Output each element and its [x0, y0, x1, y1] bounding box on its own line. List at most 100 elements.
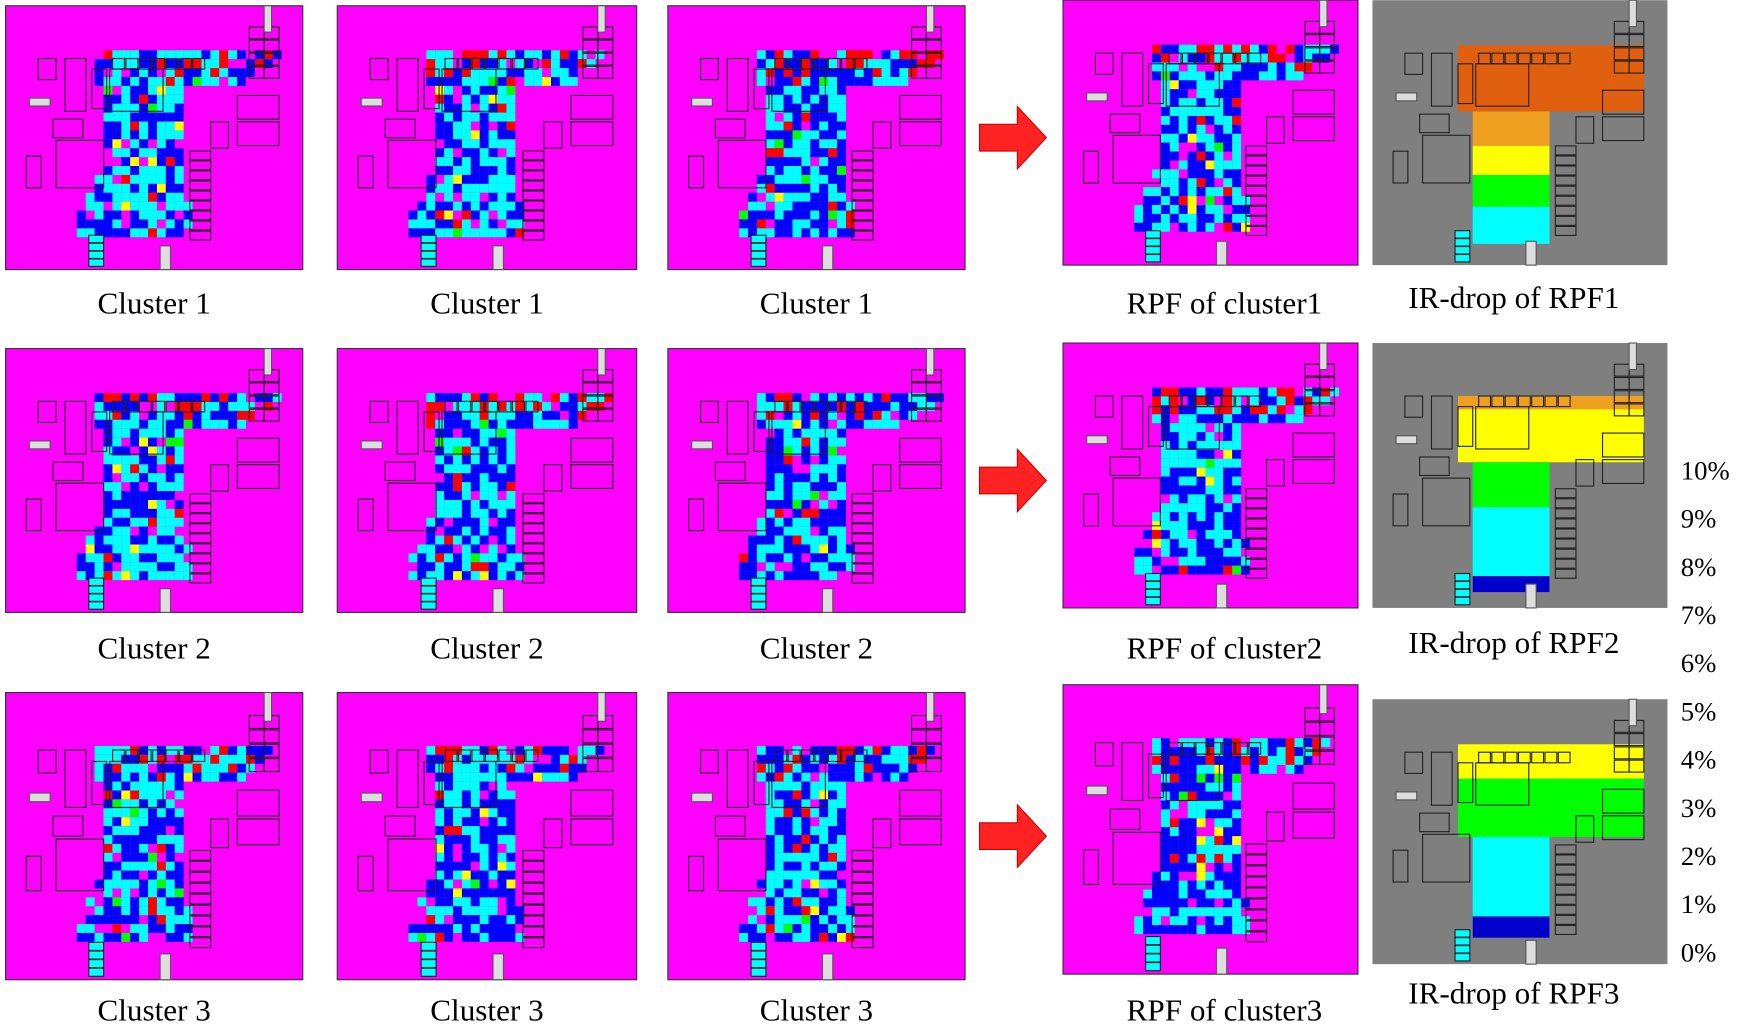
heat-cell [837, 130, 846, 139]
heat-cell [219, 773, 228, 782]
heat-cell [784, 420, 793, 429]
heat-cell [775, 148, 784, 157]
heat-cell [166, 447, 175, 456]
heat-cell [435, 808, 444, 817]
heat-cell [819, 175, 828, 184]
heat-cell [766, 211, 775, 220]
heat-cell [793, 544, 802, 553]
heat-cell [766, 175, 775, 184]
heat-cell [864, 393, 873, 402]
heat-cell [890, 393, 899, 402]
heat-cell [148, 193, 157, 202]
heat-cell [775, 95, 784, 104]
heat-cell [121, 862, 130, 871]
heat-cell [498, 157, 507, 166]
heat-cell [1170, 107, 1179, 116]
heat-cell [86, 915, 95, 924]
heat-cell [1214, 916, 1223, 925]
heat-cell [480, 139, 489, 148]
heat-cell [1170, 178, 1179, 187]
heat-cell [1179, 854, 1188, 863]
heat-cell [801, 50, 810, 59]
heat-cell [498, 773, 507, 782]
heat-cell [569, 59, 578, 68]
heat-cell [157, 77, 166, 86]
heat-cell [104, 509, 113, 518]
pad-outline [89, 586, 104, 593]
heat-cell [506, 509, 515, 518]
heat-cell [560, 755, 569, 764]
heat-cell [139, 211, 148, 220]
heat-cell [498, 86, 507, 95]
heat-cell [801, 773, 810, 782]
heat-cell [1214, 539, 1223, 548]
heat-cell [426, 924, 435, 933]
heat-cell [1143, 187, 1152, 196]
heat-cell [1161, 54, 1170, 63]
heat-cell [596, 746, 605, 755]
heat-cell [453, 536, 462, 545]
heat-cell [453, 915, 462, 924]
heat-cell [489, 193, 498, 202]
heat-cell [166, 393, 175, 402]
heat-cell [453, 562, 462, 571]
heat-cell [1188, 863, 1197, 872]
heat-cell [237, 773, 246, 782]
heat-cell [453, 817, 462, 826]
heat-cell [819, 113, 828, 122]
heat-cell [793, 897, 802, 906]
heat-cell [237, 402, 246, 411]
heat-cell [462, 166, 471, 175]
heat-cell [1259, 414, 1268, 423]
heat-cell [175, 184, 184, 193]
heat-cell [766, 906, 775, 915]
heat-cell [1232, 143, 1241, 152]
heat-cell [166, 219, 175, 228]
heat-cell [819, 77, 828, 86]
heat-cell [175, 429, 184, 438]
heat-cell [86, 933, 95, 942]
heat-cell [112, 148, 121, 157]
heat-cell [775, 808, 784, 817]
heat-cell [1188, 818, 1197, 827]
heat-cell [828, 571, 837, 580]
heat-cell [444, 393, 453, 402]
heat-cell [1232, 548, 1241, 557]
heat-cell [480, 835, 489, 844]
pad-outline [1455, 231, 1470, 238]
heat-cell [1268, 45, 1277, 54]
heat-cell [130, 113, 139, 122]
heat-cell [1277, 63, 1286, 72]
heat-cell [542, 746, 551, 755]
heat-cell [1188, 214, 1197, 223]
heat-cell [542, 420, 551, 429]
heat-cell [112, 844, 121, 853]
heat-cell [819, 464, 828, 473]
heat-cell [480, 438, 489, 447]
heat-cell [506, 447, 515, 456]
heat-cell [139, 77, 148, 86]
heat-cell [1223, 539, 1232, 548]
heat-cell [506, 790, 515, 799]
panel-caption: Cluster 1 [97, 285, 210, 320]
heat-cell [1188, 783, 1197, 792]
heat-cell [480, 518, 489, 527]
heat-cell [775, 571, 784, 580]
heat-cell [219, 402, 228, 411]
heat-cell [1223, 196, 1232, 205]
heat-cell [1152, 539, 1161, 548]
heat-cell [1161, 223, 1170, 232]
heat-cell [766, 518, 775, 527]
heat-cell [819, 826, 828, 835]
heat-cell [819, 473, 828, 482]
heat-cell [1223, 45, 1232, 54]
heat-cell [890, 746, 899, 755]
heat-cell [480, 880, 489, 889]
heat-cell [1223, 827, 1232, 836]
heat-cell [757, 393, 766, 402]
heat-cell [1197, 898, 1206, 907]
heat-cell [471, 482, 480, 491]
heat-cell [1232, 863, 1241, 872]
heat-cell [480, 157, 489, 166]
heat-cell [471, 193, 480, 202]
